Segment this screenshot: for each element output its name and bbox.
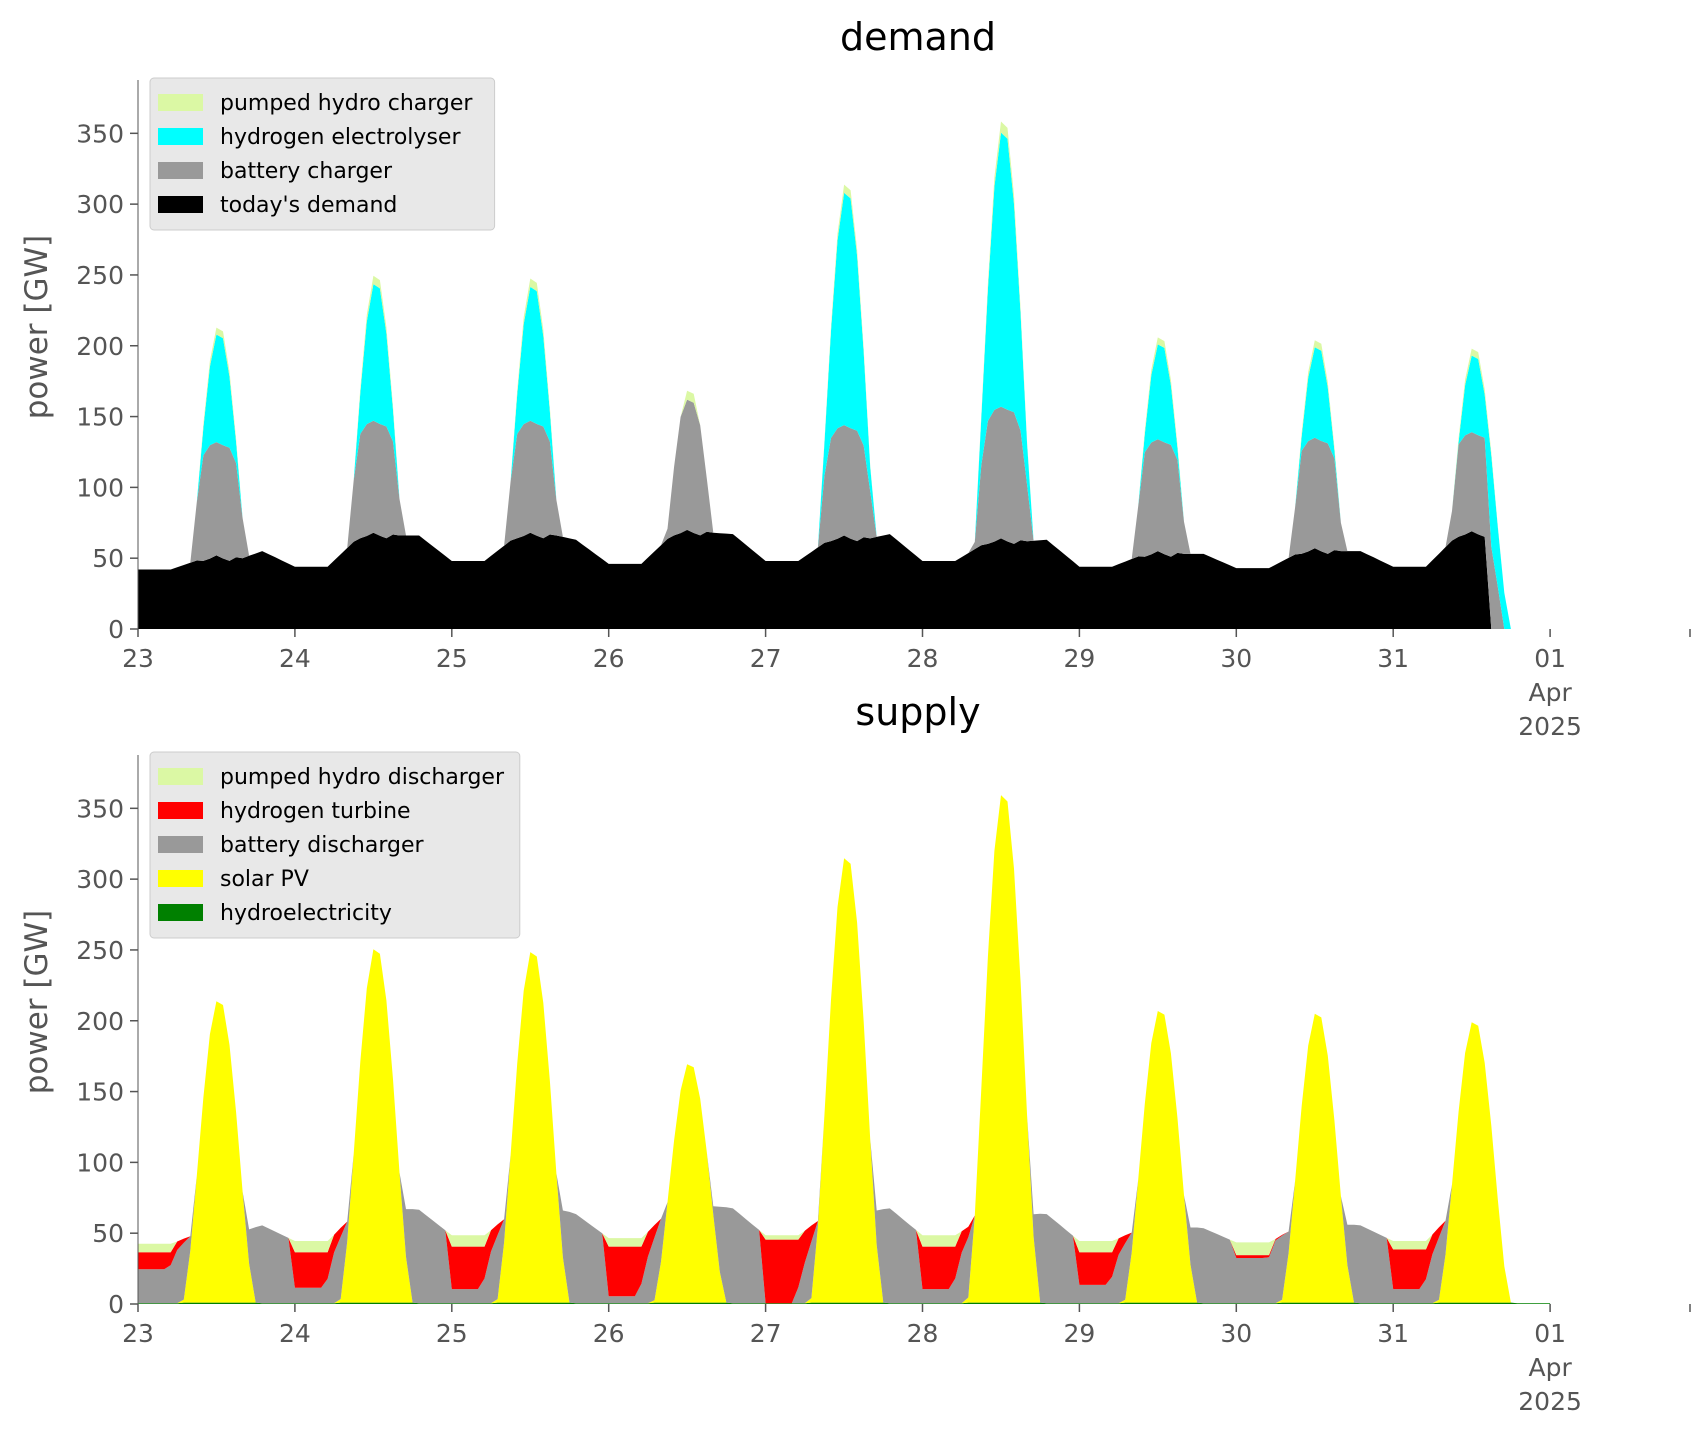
demand-xtick-sublabel: Apr — [1528, 678, 1572, 707]
demand-legend-label-ely: hydrogen electrolyser — [220, 125, 461, 150]
supply-area-hyd — [138, 1302, 1551, 1304]
demand-ytick-label: 0 — [108, 615, 124, 644]
supply-legend: pumped hydro discharger hydrogen turbine b… — [149, 751, 521, 939]
demand-xtick-label: 25 — [436, 644, 468, 673]
supply-ytick-label: 350 — [76, 794, 124, 823]
supply-ytick-label: 150 — [76, 1078, 124, 1107]
supply-ytick-label: 50 — [92, 1219, 124, 1248]
supply-xtick-sublabel: Apr — [1528, 1353, 1572, 1382]
demand-legend-swatch-ely — [158, 128, 203, 145]
supply-xtick-label: 25 — [436, 1319, 468, 1348]
supply-area-bd — [138, 795, 1551, 1304]
supply-legend-swatch-hyd — [158, 904, 203, 921]
demand-legend-label-phc: pumped hydro charger — [220, 91, 473, 116]
supply-xtick-label: 01 — [1534, 1319, 1566, 1348]
demand-xtick-label: 27 — [750, 644, 782, 673]
demand-xtick-label: 01 — [1534, 644, 1566, 673]
supply-xtick-label: 31 — [1377, 1319, 1409, 1348]
supply-ylabel: power [GW] — [19, 910, 55, 1095]
demand-xtick-label: 30 — [1220, 644, 1252, 673]
demand-area-ely — [138, 132, 1551, 629]
supply-legend-swatch-phd — [158, 768, 203, 785]
supply-xtick-label: 30 — [1220, 1319, 1252, 1348]
supply-ytick-label: 0 — [108, 1290, 124, 1319]
supply-ytick-label: 100 — [76, 1148, 124, 1177]
demand-xtick-label: 26 — [593, 644, 625, 673]
demand-legend-label-dem: today's demand — [220, 193, 397, 218]
supply-legend-label-hyd: hydroelectricity — [220, 901, 392, 926]
demand-ytick-label: 150 — [76, 403, 124, 432]
supply-area-pv — [138, 795, 1551, 1304]
supply-ytick-label: 300 — [76, 865, 124, 894]
demand-ylabel: power [GW] — [19, 235, 55, 420]
supply-xtick-label: 28 — [907, 1319, 939, 1348]
demand-ytick-label: 250 — [76, 261, 124, 290]
panel-demand: demand 0 50 100 150 200 250 300 350 23 24 25 26 27 28 2… — [19, 15, 1691, 741]
panel-supply: supply 0 50 100 150 200 250 300 350 23 24 25 26 27 28 2… — [19, 690, 1691, 1416]
demand-legend-swatch-dem — [158, 196, 203, 213]
demand-legend-box — [149, 77, 496, 231]
demand-legend-swatch-phc — [158, 94, 203, 111]
supply-ytick-label: 250 — [76, 936, 124, 965]
supply-xtick-sublabel: 2025 — [1518, 1387, 1582, 1416]
supply-legend-label-pv: solar PV — [220, 867, 309, 892]
supply-legend-swatch-bd — [158, 836, 203, 853]
supply-legend-label-bd: battery discharger — [220, 833, 425, 858]
demand-legend: pumped hydro charger hydrogen electrolyse… — [149, 77, 496, 231]
demand-legend-label-bat: battery charger — [220, 159, 393, 184]
supply-xtick-label: 29 — [1063, 1319, 1095, 1348]
supply-xtick-label: 27 — [750, 1319, 782, 1348]
demand-xtick-label: 23 — [122, 644, 154, 673]
supply-legend-label-phd: pumped hydro discharger — [220, 765, 505, 790]
demand-ytick-label: 100 — [76, 473, 124, 502]
supply-xtick-label: 23 — [122, 1319, 154, 1348]
supply-ytick-label: 200 — [76, 1007, 124, 1036]
supply-legend-box — [149, 751, 521, 939]
demand-xtick-label: 28 — [907, 644, 939, 673]
supply-xtick-label: 24 — [279, 1319, 311, 1348]
supply-legend-swatch-ht — [158, 802, 203, 819]
supply-title: supply — [855, 690, 980, 734]
demand-xtick-label: 24 — [279, 644, 311, 673]
demand-xtick-label: 31 — [1377, 644, 1409, 673]
demand-ytick-label: 50 — [92, 544, 124, 573]
demand-title: demand — [840, 15, 996, 59]
demand-ytick-label: 300 — [76, 190, 124, 219]
demand-ytick-label: 200 — [76, 332, 124, 361]
demand-ytick-label: 350 — [76, 119, 124, 148]
supply-area-ht — [138, 795, 1551, 1304]
supply-legend-label-ht: hydrogen turbine — [220, 799, 411, 824]
demand-area-dem — [138, 529, 1551, 629]
supply-xtick-label: 26 — [593, 1319, 625, 1348]
demand-legend-swatch-bat — [158, 162, 203, 179]
demand-xtick-sublabel: 2025 — [1518, 712, 1582, 741]
demand-xtick-label: 29 — [1063, 644, 1095, 673]
supply-legend-swatch-pv — [158, 870, 203, 887]
demand-area-bat — [138, 399, 1551, 629]
